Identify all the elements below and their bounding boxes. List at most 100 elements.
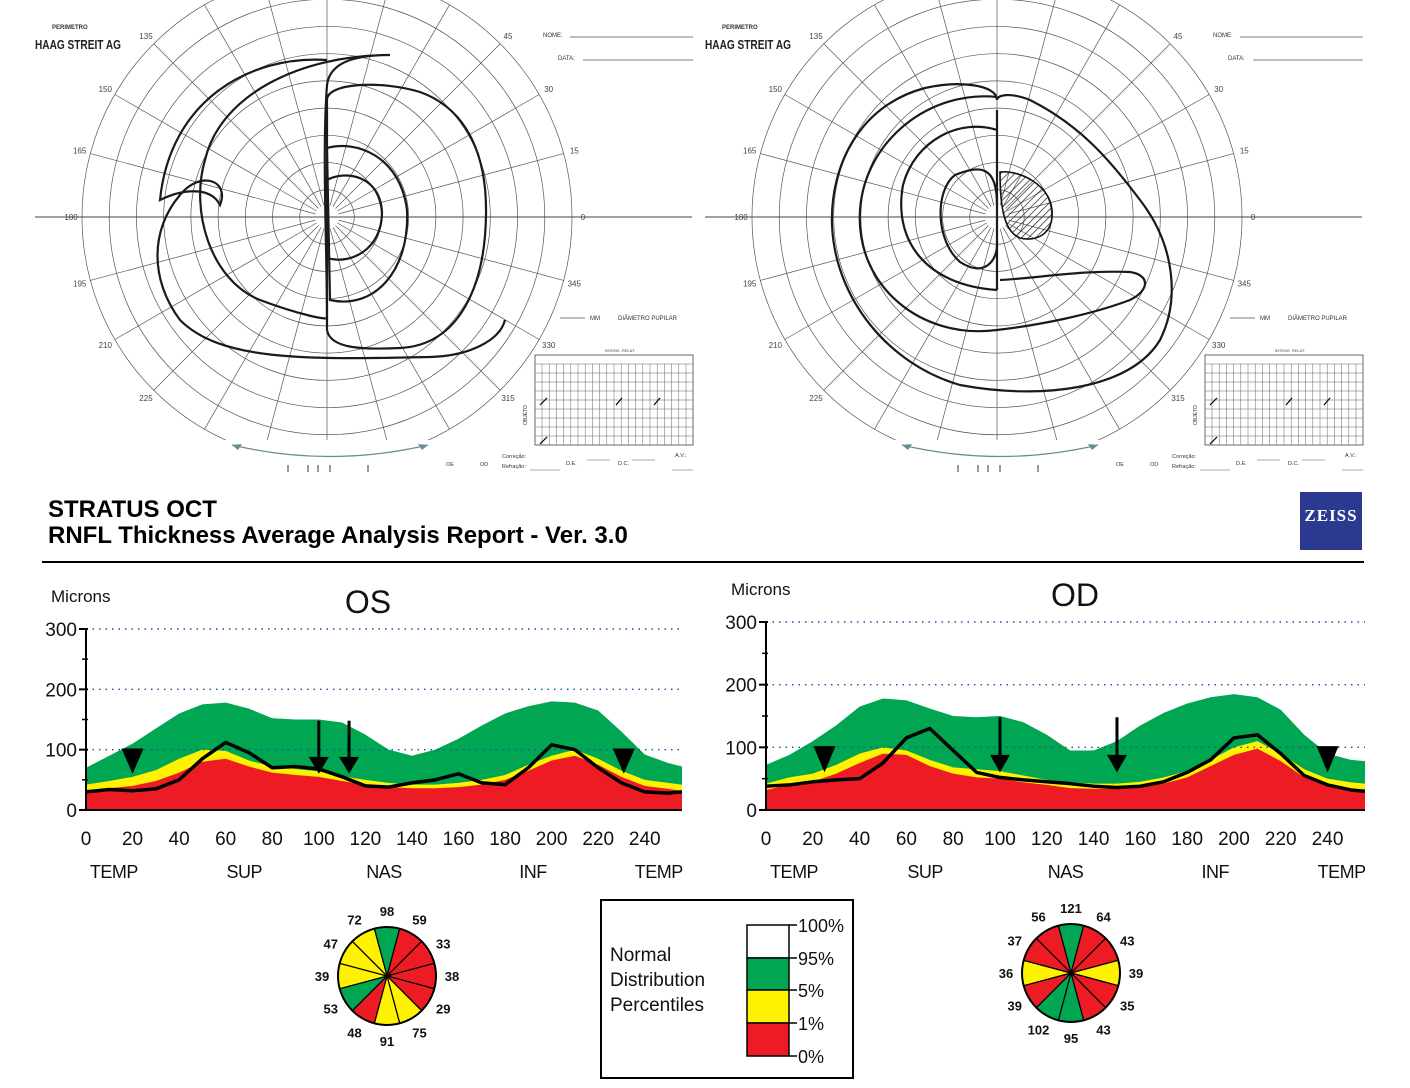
zeiss-logo: ZEISS [1300, 492, 1362, 550]
meridian-line [329, 228, 388, 440]
meridian-line [760, 153, 986, 215]
pupil-label: DIÂMETRO PUPILAR [618, 315, 678, 322]
header-divider [42, 561, 1364, 563]
isopter-path [199, 53, 391, 320]
x-tick-label: 240 [1312, 829, 1344, 850]
angle-label: 30 [1214, 85, 1223, 94]
patient-thickness-line [85, 740, 683, 795]
meridian-line [784, 94, 987, 212]
refracao-label: Refração: [1172, 464, 1196, 470]
perimetry-od: 0153045607590105120135150165180195210225… [705, 0, 1364, 472]
x-tick-label: 100 [984, 829, 1016, 850]
meridian-line [1002, 4, 1120, 207]
correcao-label: Correção: [1172, 454, 1197, 460]
band-1pct [766, 748, 1365, 810]
marker-arrow-head [308, 756, 329, 774]
legend-level: 95% [798, 949, 834, 969]
legend-swatch [746, 924, 790, 959]
region-label: INF [1202, 862, 1230, 882]
x-tick-label: 80 [262, 829, 283, 850]
meridian-line [338, 219, 564, 281]
x-tick-label: 0 [761, 829, 772, 850]
x-tick-label: 0 [81, 829, 92, 850]
angle-label: 30 [544, 85, 553, 94]
isopter-path [156, 58, 507, 360]
region-label: NAS [366, 862, 402, 882]
nome-label: NOME: [1213, 33, 1233, 39]
meridian-line [999, 0, 1056, 206]
meridian-line [1007, 222, 1210, 340]
clock-value: 95 [1064, 1031, 1078, 1046]
clock-value: 36 [999, 966, 1013, 981]
mm-label: MM [590, 316, 600, 322]
meridian-line [1002, 227, 1120, 430]
clock-value: 91 [380, 1034, 394, 1049]
perimetry-os: 0153045607590105120135150165180195210225… [35, 0, 694, 472]
angle-label: 330 [542, 341, 556, 350]
angle-label: 315 [1171, 394, 1185, 403]
chart-title: OD [1051, 577, 1099, 613]
meridian-line [266, 228, 325, 440]
marker-arrow-head [1106, 754, 1127, 773]
clock-value: 43 [1120, 934, 1134, 949]
x-tick-label: 240 [629, 829, 661, 850]
meridian-line [823, 43, 989, 209]
brand-small: PERIMETRO [52, 25, 88, 31]
x-tick-label: 120 [350, 829, 382, 850]
legend-level: 5% [798, 981, 824, 1001]
legend-swatch [746, 989, 790, 1024]
av-label: A.V.: [1345, 453, 1357, 459]
angle-label: 45 [504, 32, 513, 41]
meridian-line [114, 94, 317, 212]
x-tick-label: 60 [896, 829, 917, 850]
isopter-path [325, 174, 384, 261]
x-tick-label: 40 [169, 829, 190, 850]
meridian-line [114, 222, 317, 340]
meridian-line [153, 43, 319, 209]
y-tick-label: 300 [45, 620, 77, 641]
y-axis-label: Microns [51, 587, 111, 606]
svg-text:OBJETO: OBJETO [1193, 405, 1199, 425]
pupil-label: DIÂMETRO PUPILAR [1288, 315, 1348, 322]
y-axis-label: Microns [731, 580, 791, 599]
meridian-line [760, 219, 986, 281]
perimetry-charts: 0153045607590105120135150165180195210225… [35, 0, 1364, 472]
clock-value: 37 [1007, 934, 1021, 949]
calibration-table: INTENS. RELAT. OBJETO [523, 348, 694, 446]
angle-label: 210 [99, 341, 113, 350]
marker-arrow-head [339, 756, 360, 774]
legend-level: 0% [798, 1047, 824, 1067]
legend-title-line: Percentiles [610, 995, 704, 1016]
chart-title: OS [345, 584, 391, 620]
isopter-path [858, 95, 1147, 333]
rnfl-chart-os: OS Microns 0 100 200 300 0 20 40 60 80 100 120 140 160… [45, 584, 683, 882]
brand-name: HAAG STREIT AG [35, 37, 121, 52]
clock-value: 38 [445, 969, 459, 984]
svg-text:OBJETO: OBJETO [523, 405, 529, 425]
meridian-line [337, 94, 540, 212]
clock-value: 98 [380, 904, 394, 919]
meridian-line [874, 227, 992, 430]
calibration-table: INTENS. RELAT. OBJETO [1193, 348, 1364, 446]
marker-arrowhead [813, 746, 836, 773]
region-label: NAS [1048, 862, 1084, 882]
clock-value: 43 [1096, 1022, 1110, 1037]
clock-value: 29 [436, 1002, 450, 1017]
clock-value: 33 [436, 937, 450, 952]
meridian-line [268, 0, 325, 206]
region-label: TEMP [1318, 862, 1366, 882]
angle-label: 0 [581, 213, 586, 222]
mm-label: MM [1260, 316, 1270, 322]
clock-value: 47 [323, 937, 337, 952]
report-title-line1: STRATUS OCT [48, 496, 217, 523]
x-tick-label: 180 [1171, 829, 1203, 850]
y-tick-label: 0 [66, 801, 77, 822]
x-tick-label: 40 [849, 829, 870, 850]
rotation-arc [901, 444, 1099, 458]
percentile-legend: Normal Distribution Percentiles 100% 95% 5% 1%… [600, 899, 854, 1079]
angle-label: 150 [769, 85, 783, 94]
svg-text:INTENS. RELAT.: INTENS. RELAT. [1275, 348, 1305, 353]
de-label: D.E. [1236, 461, 1247, 467]
meridian-line [784, 222, 987, 340]
